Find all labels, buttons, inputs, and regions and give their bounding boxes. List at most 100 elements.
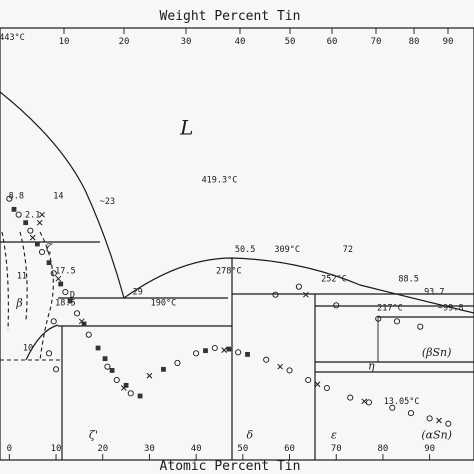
data-point-square: [81, 321, 87, 327]
annotation-label: ~23: [100, 197, 115, 207]
top-tick-label: 80: [409, 37, 420, 47]
data-point-square: [161, 366, 166, 372]
zeta-boundary: [39, 231, 54, 361]
phase-labels: Lζ β ζ' δ ε η (βSn) (αSn): [15, 116, 452, 442]
data-point-circle: [74, 310, 81, 317]
data-point-circle: [113, 376, 120, 384]
data-point-circle: [27, 227, 34, 234]
annotation-label: 2.1: [25, 210, 40, 220]
liquidus-left: [0, 91, 125, 299]
annotation-label: 29: [133, 288, 143, 298]
annotation-label: 309°C: [274, 245, 300, 255]
data-point-circle: [272, 291, 279, 298]
data-point-square: [95, 345, 101, 351]
data-point-cross: [303, 291, 309, 298]
data-point-cross: [436, 417, 442, 424]
bottom-axis-label: Atomic Percent Tin: [160, 459, 301, 474]
annotation-label: 278°C: [216, 266, 242, 276]
annotation-label: 17.5: [55, 266, 75, 276]
data-point-circle: [286, 367, 293, 374]
data-point-circle: [347, 394, 354, 401]
data-point-cross: [314, 381, 321, 388]
data-point-circle: [389, 404, 396, 411]
bottom-tick-label: 90: [424, 444, 435, 454]
beta-boundary: [1, 231, 9, 331]
data-point-circle: [85, 331, 92, 338]
bottom-tick-label: 0: [7, 444, 12, 454]
annotation-label: 419.3°C: [202, 176, 238, 186]
phase-label: (αSn): [421, 429, 452, 442]
annotation-label: 18.5: [55, 298, 75, 308]
data-point-cross: [39, 211, 45, 218]
annotation-label: 8.8: [9, 192, 24, 202]
data-point-circle: [174, 359, 181, 366]
data-point-square: [102, 356, 108, 362]
bottom-tick-label: 70: [331, 444, 342, 454]
data-point-square: [245, 352, 250, 357]
phase-label: β: [15, 296, 22, 309]
phase-label: ε: [331, 429, 337, 442]
data-point-square: [23, 220, 29, 226]
data-point-circle: [62, 288, 69, 296]
bottom-tick-label: 10: [51, 444, 62, 454]
data-point-cross: [55, 275, 62, 282]
data-point-square: [203, 348, 208, 354]
data-point-circle: [445, 420, 452, 427]
data-point-square: [11, 206, 17, 212]
data-point-circle: [393, 318, 400, 325]
top-tick-label: 90: [443, 37, 454, 47]
phase-label: (βSn): [422, 346, 452, 359]
data-point-circle: [305, 376, 312, 384]
annotation-label: 443°C: [0, 33, 25, 43]
data-point-circle: [104, 363, 111, 370]
data-point-square: [109, 368, 115, 373]
top-tick-label: 20: [119, 37, 130, 47]
bottom-tick-label: 30: [144, 444, 155, 454]
data-point-circle: [6, 195, 13, 202]
phase-label: η: [368, 359, 375, 372]
bottom-tick-label: 60: [284, 444, 295, 454]
annotation-label: 252°C: [321, 274, 347, 284]
plot-frame: [0, 27, 474, 461]
annotation-label: 10: [23, 344, 33, 354]
data-point-circle: [263, 356, 270, 363]
bottom-tick-label: 50: [237, 444, 248, 454]
data-point-circle: [407, 410, 415, 417]
phase-label: ζ': [89, 429, 98, 442]
data-point-square: [58, 281, 64, 287]
top-tick-label: 30: [181, 37, 192, 47]
annotation-label: 190°C: [151, 298, 177, 308]
phase-boundaries: [0, 91, 474, 460]
annotation-label: 50.5: [235, 245, 255, 255]
annotation-label: 88.5: [398, 274, 418, 284]
top-tick-label: 70: [371, 37, 382, 47]
data-point-circle: [295, 283, 302, 290]
data-point-cross: [78, 318, 85, 325]
data-point-circle: [38, 248, 46, 256]
annotation-label: 14: [53, 192, 63, 202]
data-point-circle: [193, 350, 200, 357]
bottom-tick-label: 20: [97, 444, 108, 454]
data-point-cross: [29, 234, 36, 241]
data-point-circle: [45, 350, 53, 357]
data-point-cross: [277, 363, 284, 370]
annotations: 443°C 8.8 14 ~23 2.1 11 17.5 18.5 10 D 29 190°C 419.…: [0, 33, 463, 407]
data-point-circle: [426, 415, 433, 422]
zeta-prime-curve: [25, 324, 59, 361]
top-tick-label: 50: [285, 37, 296, 47]
data-point-square: [46, 260, 52, 266]
data-point-circle: [375, 315, 382, 322]
data-point-square: [34, 241, 40, 247]
bottom-ticks: 0 10 20 30 40 50 60 70 80 90: [7, 444, 435, 460]
data-point-square: [226, 346, 232, 352]
top-ticks: 10 20 30 40 50 60 70 80 90: [59, 28, 454, 47]
annotation-label: 13.05°C: [384, 397, 420, 407]
phase-label: ζ: [46, 242, 53, 255]
data-point-circle: [127, 390, 134, 397]
data-point-cross: [120, 385, 127, 391]
annotation-label: 11: [17, 272, 27, 282]
data-point-circle: [365, 399, 372, 406]
phase-label: δ: [247, 429, 254, 442]
